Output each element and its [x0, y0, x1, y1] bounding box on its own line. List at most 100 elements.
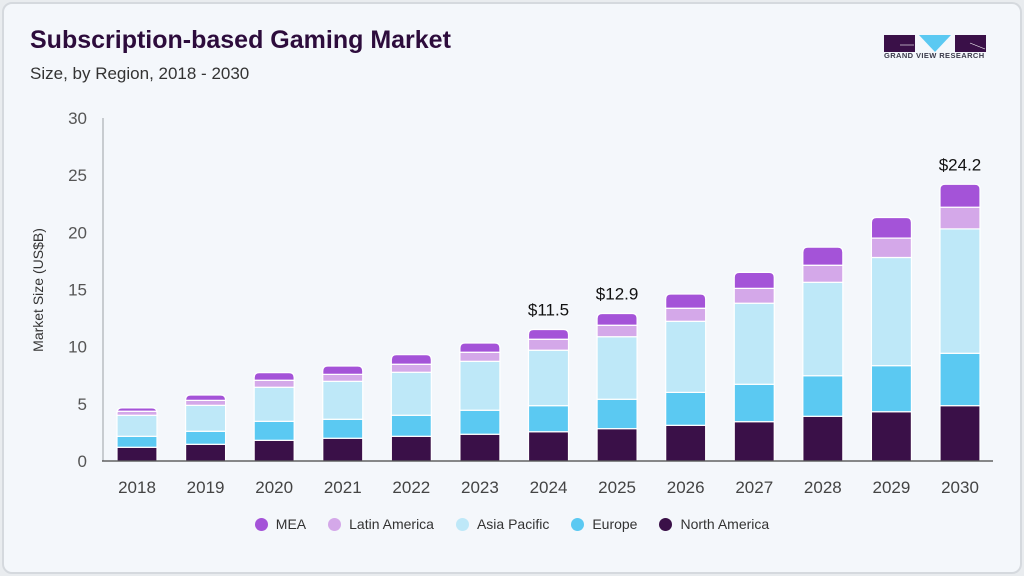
bar-segment-asia-pacific: [596, 336, 638, 400]
x-tick-label: 2029: [873, 478, 911, 497]
legend-swatch-icon: [659, 517, 673, 531]
bar-segment-mea: [939, 183, 981, 208]
bar-segment-north-america: [733, 421, 775, 462]
bar-segment-asia-pacific: [665, 320, 707, 394]
legend-item-latin-america: Latin America: [328, 516, 434, 532]
bar-segment-north-america: [596, 428, 638, 462]
x-tick-label: 2025: [598, 478, 636, 497]
bar-segment-europe: [390, 414, 432, 437]
legend-label: MEA: [275, 516, 307, 532]
bar-segment-latin-america: [527, 338, 570, 351]
legend-swatch-icon: [571, 517, 585, 531]
legend-item-mea: MEA: [254, 516, 307, 532]
bar-segment-asia-pacific: [184, 404, 227, 432]
x-tick-label: 2030: [941, 478, 979, 497]
bar-stack-2027: [733, 271, 775, 462]
y-tick-label: 10: [68, 338, 87, 357]
bar-segment-mea: [733, 271, 775, 289]
bar-segment-asia-pacific: [527, 349, 570, 407]
bar-segment-north-america: [390, 435, 432, 462]
bar-segment-north-america: [665, 424, 707, 462]
bar-segment-latin-america: [459, 351, 501, 362]
bar-segment-north-america: [527, 431, 570, 462]
legend-label: Europe: [592, 516, 638, 532]
bar-segment-latin-america: [733, 287, 775, 304]
total-label: $24.2: [939, 155, 982, 174]
bar-segment-north-america: [116, 446, 158, 462]
bar-segment-europe: [596, 398, 638, 430]
bar-segment-north-america: [322, 437, 364, 462]
legend-item-north-america: North America: [659, 516, 769, 532]
bar-segment-europe: [733, 383, 775, 423]
y-axis-label: Market Size (US$B): [30, 228, 46, 352]
bar-segment-latin-america: [322, 373, 364, 382]
bar-stack-2021: [322, 365, 364, 462]
bar-segment-europe: [527, 405, 570, 433]
logo-text: GRAND VIEW RESEARCH: [884, 51, 985, 60]
bar-stack-2024: [527, 328, 570, 462]
y-tick-label: 5: [78, 395, 87, 414]
chart-subtitle: Size, by Region, 2018 - 2030: [30, 64, 250, 83]
bar-segment-europe: [184, 430, 227, 445]
bar-segment-latin-america: [116, 410, 158, 416]
bar-stack-2018: [116, 407, 158, 462]
bar-segment-mea: [390, 354, 432, 365]
bar-segment-europe: [253, 420, 295, 441]
bar-stack-2023: [459, 342, 501, 462]
bar-segment-asia-pacific: [733, 302, 775, 385]
x-tick-label: 2023: [461, 478, 499, 497]
bar-segment-north-america: [870, 411, 913, 462]
bar-segment-asia-pacific: [390, 371, 432, 416]
legend-swatch-icon: [328, 517, 342, 531]
x-tick-label: 2019: [187, 478, 225, 497]
bar-stack-2019: [184, 394, 227, 462]
bar-segment-north-america: [939, 405, 981, 462]
x-tick-label: 2020: [255, 478, 293, 497]
bar-segment-asia-pacific: [802, 281, 844, 377]
x-tick-label: 2028: [804, 478, 842, 497]
total-label: $11.5: [528, 301, 569, 320]
bar-segment-mea: [253, 372, 295, 381]
bar-segment-north-america: [184, 443, 227, 462]
y-tick-label: 0: [78, 452, 87, 471]
bar-segment-mea: [116, 407, 158, 413]
bar-segment-mea: [459, 342, 501, 353]
bar-segment-asia-pacific: [459, 360, 501, 411]
bar-segment-asia-pacific: [116, 414, 158, 437]
bar-segment-mea: [665, 293, 707, 309]
bar-segment-asia-pacific: [322, 380, 364, 420]
bar-segment-mea: [802, 246, 844, 266]
bar-stack-2030: [939, 183, 981, 462]
bar-stack-2026: [665, 293, 707, 462]
bar-segment-europe: [870, 365, 913, 413]
bar-segment-latin-america: [390, 363, 432, 373]
bar-stack-2028: [802, 246, 844, 462]
x-tick-label: 2027: [735, 478, 773, 497]
bar-segment-latin-america: [665, 307, 707, 322]
bar-segment-mea: [527, 328, 570, 340]
bar-segment-north-america: [802, 415, 844, 462]
bar-segment-north-america: [253, 439, 295, 462]
bar-segment-europe: [665, 391, 707, 426]
total-label: $12.9: [596, 285, 639, 304]
bar-segment-latin-america: [939, 206, 981, 230]
bar-segment-mea: [870, 216, 913, 239]
bar-segment-mea: [184, 394, 227, 401]
bar-segment-europe: [459, 409, 501, 435]
y-tick-label: 15: [68, 281, 87, 300]
x-tick-label: 2024: [530, 478, 568, 497]
bar-segment-north-america: [459, 433, 501, 462]
y-tick-label: 30: [68, 109, 87, 128]
x-tick-label: 2018: [118, 478, 156, 497]
bar-segment-mea: [322, 365, 364, 375]
legend-label: North America: [680, 516, 770, 532]
bar-segment-europe: [116, 435, 158, 448]
bar-stack-2025: [596, 312, 638, 462]
legend: MEA Latin America Asia Pacific Europe North …: [0, 516, 1024, 532]
grand-view-research-logo-icon: [884, 35, 986, 52]
bar-segment-latin-america: [802, 264, 844, 283]
bar-segment-mea: [596, 312, 638, 326]
legend-label: Asia Pacific: [476, 516, 550, 532]
